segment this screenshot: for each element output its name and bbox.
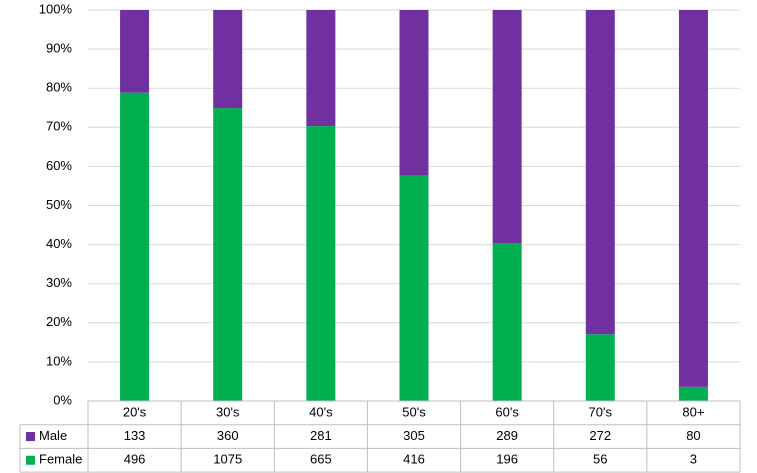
table-value: 272 xyxy=(589,428,611,443)
legend-key xyxy=(26,455,35,465)
table-value: 289 xyxy=(496,428,518,443)
bar-segment xyxy=(213,108,243,402)
bar-segment xyxy=(492,10,522,243)
y-tick-label: 100% xyxy=(39,1,73,16)
x-tick-label: 20's xyxy=(123,404,147,419)
y-tick-label: 80% xyxy=(46,80,72,95)
table-value: 133 xyxy=(124,428,146,443)
table-value: 196 xyxy=(496,452,518,467)
bar-segment xyxy=(213,10,243,109)
bar-segment xyxy=(399,175,429,401)
x-tick-label: 30's xyxy=(216,404,240,419)
table-value: 496 xyxy=(124,452,146,467)
table-value: 305 xyxy=(403,428,425,443)
table-value: 80 xyxy=(686,428,700,443)
bar-segment xyxy=(585,334,615,401)
bar-segment xyxy=(306,10,336,127)
x-tick-label: 80+ xyxy=(682,404,704,419)
x-tick-label: 70's xyxy=(589,404,613,419)
x-tick-label: 50's xyxy=(402,404,426,419)
bar-segment xyxy=(120,10,150,93)
bar-segment xyxy=(306,126,336,402)
legend-key xyxy=(26,432,35,442)
y-tick-label: 20% xyxy=(46,314,72,329)
y-tick-label: 0% xyxy=(53,392,72,407)
table-value: 56 xyxy=(593,452,607,467)
table-value: 360 xyxy=(217,428,239,443)
y-tick-label: 40% xyxy=(46,236,72,251)
bar-segment xyxy=(585,10,615,335)
table-value: 1075 xyxy=(213,452,242,467)
y-tick-label: 60% xyxy=(46,158,72,173)
legend-label: Female xyxy=(39,452,82,467)
y-tick-label: 10% xyxy=(46,353,72,368)
bar-segment xyxy=(678,10,708,387)
legend-label: Male xyxy=(39,428,67,443)
y-tick-label: 70% xyxy=(46,119,72,134)
x-tick-label: 60's xyxy=(495,404,519,419)
x-tick-label: 40's xyxy=(309,404,333,419)
table-value: 416 xyxy=(403,452,425,467)
table-value: 3 xyxy=(690,452,697,467)
bar-segment xyxy=(120,92,150,402)
bar-segment xyxy=(492,242,522,401)
bar-segment xyxy=(399,10,429,176)
table-value: 281 xyxy=(310,428,332,443)
y-tick-label: 90% xyxy=(46,41,72,56)
bar-segment xyxy=(678,386,708,401)
table-value: 665 xyxy=(310,452,332,467)
y-tick-label: 50% xyxy=(46,197,72,212)
y-tick-label: 30% xyxy=(46,275,72,290)
